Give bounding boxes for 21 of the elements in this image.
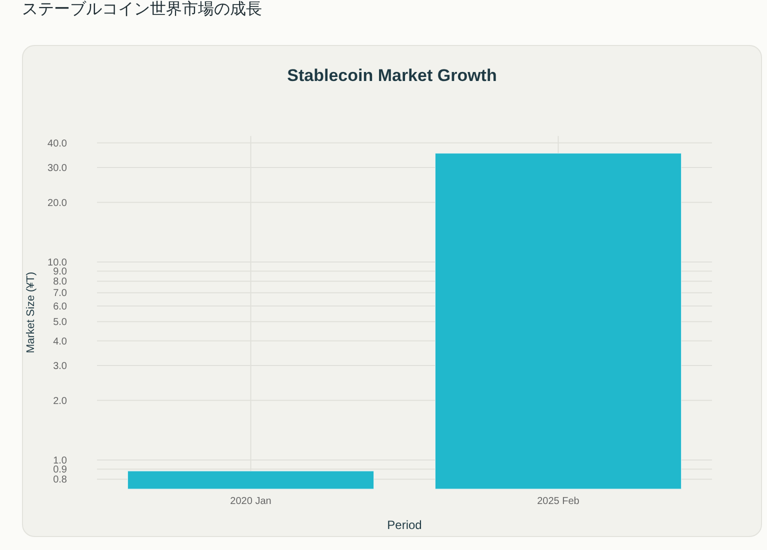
y-tick-label: 0.9: [53, 464, 68, 476]
y-tick-label: 4.0: [53, 336, 68, 348]
y-tick-label: 40.0: [48, 138, 68, 150]
x-tick-label: 2020 Jan: [230, 496, 272, 507]
y-tick-label: 30.0: [48, 163, 68, 174]
y-tick-label: 3.0: [53, 361, 68, 372]
y-tick-label: 1.0: [53, 456, 68, 467]
x-axis-title: Period: [387, 518, 422, 532]
chart-subtitle: Stablecoin Market Growth: [287, 66, 497, 85]
y-tick-label: 2.0: [53, 396, 68, 407]
y-tick-label: 10.0: [48, 258, 68, 269]
y-axis-title: Market Size (¥T): [25, 272, 37, 354]
y-tick-label: 0.8: [53, 474, 68, 486]
y-tick-label: 5.0: [53, 317, 68, 328]
y-tick-label: 20.0: [48, 198, 68, 209]
y-tick-label: 7.0: [53, 288, 68, 300]
x-tick-label: 2025 Feb: [537, 496, 580, 507]
chart-title: ステーブルコイン世界市場の成長: [22, 0, 262, 18]
y-tick-label: 9.0: [53, 266, 68, 278]
y-tick-label: 8.0: [53, 276, 68, 288]
y-tick-label: 6.0: [53, 301, 68, 312]
